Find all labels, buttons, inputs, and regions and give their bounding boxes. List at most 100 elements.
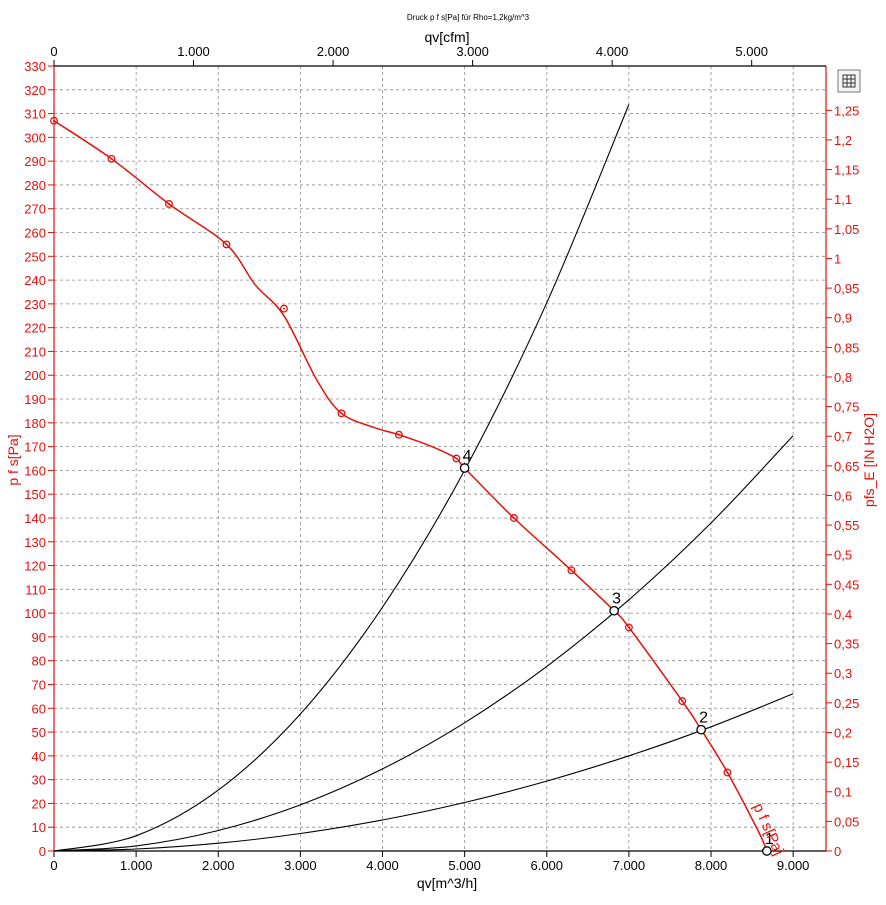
y-tick-label: 120 — [24, 559, 46, 574]
operating-point-label-4: 4 — [463, 448, 472, 465]
fan-curve-marker — [678, 697, 687, 706]
fan-curve-line — [53, 120, 768, 852]
y-tick-label: 310 — [24, 107, 46, 122]
y-tick-label: 190 — [24, 392, 46, 407]
fan-curve-marker — [509, 514, 518, 522]
x-tick-label: 2.000 — [202, 858, 235, 873]
x-tick-label: 5.000 — [448, 858, 481, 873]
fan-curve-marker — [280, 304, 288, 313]
y2-tick-label: 0,65 — [834, 459, 859, 474]
y-tick-label: 220 — [24, 321, 46, 336]
fan-curve-marker — [394, 430, 403, 439]
operating-point-3 — [609, 605, 619, 616]
y-tick-label: 170 — [24, 440, 46, 455]
y2-tick-label: 0,4 — [834, 607, 852, 622]
fan-curve-marker-dot — [282, 307, 285, 310]
y2-tick-label: 1,25 — [834, 103, 859, 118]
operating-point-label-1: 1 — [765, 831, 774, 848]
x2-axis-label: qv[cfm] — [424, 29, 469, 45]
y2-tick-label: 0,9 — [834, 311, 852, 326]
y2-tick-label: 1,1 — [834, 192, 852, 207]
x2-tick-label: 5.000 — [735, 44, 768, 59]
x2-tick-label: 2.000 — [317, 44, 350, 59]
y-tick-label: 240 — [24, 273, 46, 288]
fan-curve-marker — [723, 768, 732, 777]
fan-curve-marker-dot — [110, 157, 113, 160]
operating-point-4 — [459, 463, 470, 473]
axes-layer: 0 1.000 2.000 3.000 4.000 5.000 6.000 7.000 8.00… — [24, 44, 859, 873]
fan-curve-marker-dot — [627, 626, 630, 629]
fan-curve-marker-dot — [167, 202, 170, 205]
system-curve-1 — [53, 104, 630, 852]
operating-point-1 — [762, 846, 772, 856]
fan-curve-marker — [165, 200, 173, 208]
y2-tick-label: 0,15 — [834, 755, 859, 770]
y-tick-label: 110 — [25, 582, 46, 597]
y-tick-label: 80 — [32, 654, 46, 669]
x-tick-label: 3.000 — [284, 858, 317, 873]
fan-curve-marker-dot — [726, 771, 729, 774]
fan-curve-marker — [567, 566, 576, 575]
y-tick-label: 160 — [24, 463, 46, 478]
y2-tick-label: 0,45 — [834, 577, 859, 592]
y2-tick-label: 1,15 — [834, 163, 859, 178]
fan-curve-marker — [107, 154, 116, 163]
x2-tick-label: 3.000 — [456, 44, 489, 59]
export-icon[interactable] — [837, 69, 861, 93]
series-layer — [50, 104, 794, 852]
y-tick-label: 60 — [32, 701, 46, 716]
fan-curve-marker — [624, 623, 633, 632]
x-tick-label: 4.000 — [366, 858, 399, 873]
y2-axis-label: pfs_E [IN H2O] — [861, 413, 877, 507]
y-tick-label: 250 — [24, 249, 46, 264]
fan-curve-marker-dot — [455, 457, 458, 460]
x-tick-label: 1.000 — [120, 858, 153, 873]
y2-tick-label: 0,55 — [834, 518, 859, 533]
x2-tick-label: 4.000 — [596, 44, 629, 59]
fan-curve-marker — [222, 240, 231, 249]
y-tick-label: 300 — [24, 130, 46, 145]
system-curve-3 — [53, 693, 794, 852]
y2-tick-label: 0,75 — [834, 400, 859, 415]
y-tick-label: 210 — [24, 344, 46, 359]
fan-curve-label: p f s[Pa] — [749, 801, 787, 858]
fan-curve-marker-dot — [225, 243, 228, 246]
grid-layer — [54, 65, 826, 851]
y-tick-label: 130 — [24, 535, 46, 550]
y2-tick-label: 0,5 — [834, 548, 852, 563]
y-tick-label: 100 — [24, 606, 46, 621]
fan-curve-marker-dot — [340, 412, 343, 415]
operating-points-layer: 1 2 3 4 — [459, 448, 774, 856]
fan-curve-marker-dot — [681, 700, 684, 703]
fan-curve-marker-dot — [53, 119, 55, 122]
system-curve-2 — [53, 435, 794, 852]
y2-tick-label: 0,6 — [834, 488, 852, 503]
y2-tick-label: 0,35 — [834, 637, 859, 652]
y-tick-label: 40 — [32, 749, 46, 764]
y-tick-label: 320 — [24, 83, 46, 98]
x-tick-label: 0 — [50, 858, 57, 873]
y2-tick-label: 0,05 — [834, 814, 859, 829]
fan-curve-marker — [337, 409, 346, 418]
y-tick-label: 150 — [24, 487, 46, 502]
x-tick-label: 7.000 — [613, 858, 646, 873]
x2-tick-label: 0 — [50, 44, 57, 59]
y2-tick-label: 0,7 — [834, 429, 852, 444]
y-tick-label: 200 — [24, 368, 46, 383]
y-tick-label: 10 — [32, 820, 46, 835]
y2-tick-label: 0,25 — [834, 696, 859, 711]
x-tick-label: 8.000 — [695, 858, 728, 873]
y2-tick-label: 0,85 — [834, 340, 859, 355]
fan-curve-marker-dot — [512, 516, 515, 519]
y-tick-label: 290 — [24, 154, 46, 169]
y2-tick-label: 1,2 — [834, 133, 852, 148]
y2-tick-label: 1,05 — [834, 222, 859, 237]
y2-tick-label: 0,2 — [834, 725, 852, 740]
x-tick-label: 9.000 — [777, 858, 810, 873]
y2-tick-label: 0,3 — [834, 666, 852, 681]
x2-tick-label: 1.000 — [177, 44, 210, 59]
operating-point-2 — [696, 724, 707, 735]
y2-tick-label: 0,8 — [834, 370, 852, 385]
operating-point-label-2: 2 — [699, 710, 708, 727]
